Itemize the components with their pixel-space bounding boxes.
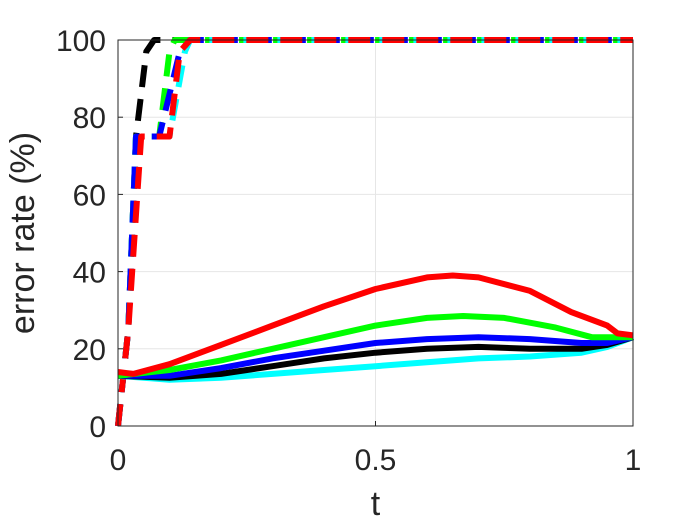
x-axis-label: t (371, 485, 381, 523)
y-tick-label: 20 (73, 334, 106, 367)
y-axis-label: error rate (%) (4, 132, 42, 334)
solid-series-line-6 (117, 334, 634, 381)
y-tick-label: 100 (56, 25, 106, 58)
solid-series-line-9 (117, 272, 634, 377)
x-tick-label: 0.5 (355, 444, 397, 477)
tick-labels: 0 0.5 1 0 20 40 60 80 100 (56, 25, 641, 477)
solid-series-line-8 (117, 313, 633, 379)
y-tick-label: 40 (73, 257, 106, 290)
x-tick-label: 0 (110, 444, 127, 477)
x-tick-label: 1 (625, 444, 642, 477)
solid-series-line-5 (117, 334, 635, 383)
solid-series-line-7 (118, 334, 634, 379)
y-tick-label: 60 (73, 179, 106, 212)
y-tick-label: 80 (73, 102, 106, 135)
y-tick-label: 0 (89, 411, 106, 444)
